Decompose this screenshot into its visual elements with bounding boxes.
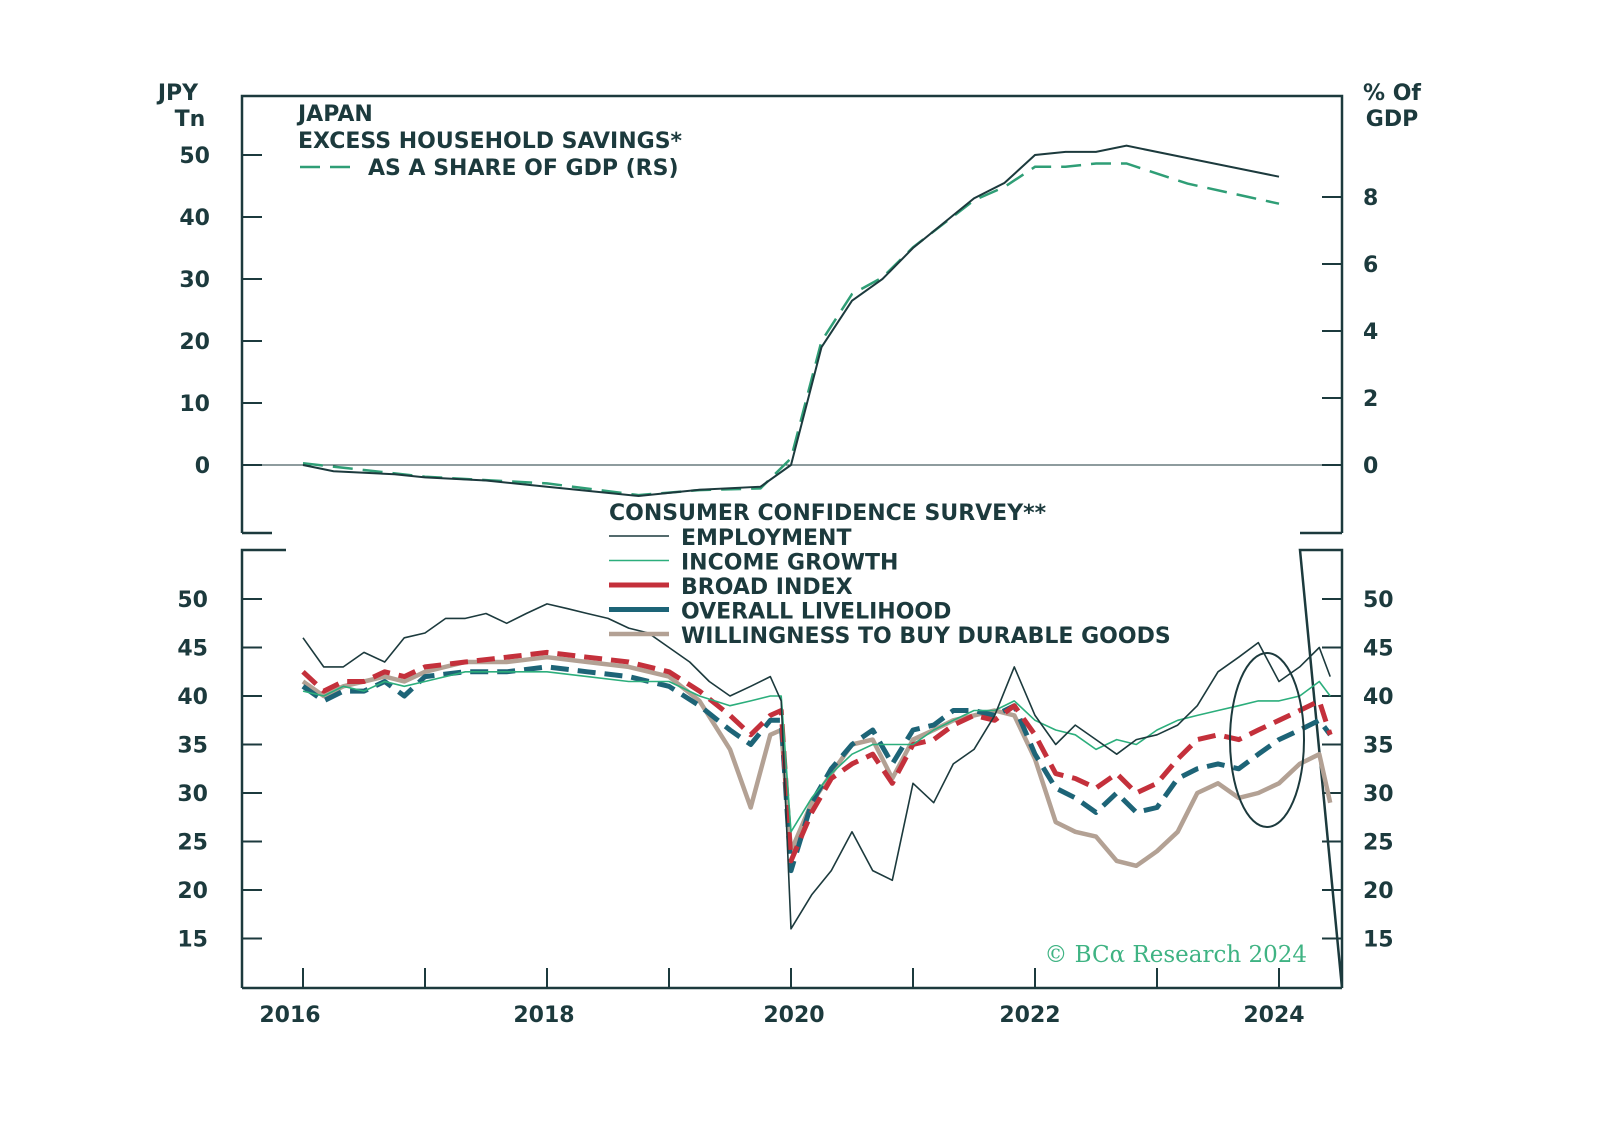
legend-label-durable-goods: WILLINGNESS TO BUY DURABLE GOODS <box>681 624 1171 649</box>
top-left-tick-20: 20 <box>179 330 210 355</box>
top-left-ticks: 50 40 30 20 10 0 <box>179 144 262 479</box>
top-right-tick-8: 8 <box>1363 186 1378 211</box>
bottom-right-tick-30: 30 <box>1363 782 1394 807</box>
x-tick-label-2016: 2016 <box>259 1003 320 1028</box>
top-left-tick-0: 0 <box>195 454 210 479</box>
top-title: JAPAN <box>296 102 373 127</box>
x-tick-label-2022: 2022 <box>999 1003 1060 1028</box>
bottom-left-tick-40: 40 <box>177 685 208 710</box>
bottom-left-tick-50: 50 <box>177 588 208 613</box>
series-income-growth <box>302 671 1331 833</box>
series-share-of-gdp <box>302 162 1280 497</box>
highlight-ellipse <box>1229 652 1305 828</box>
bottom-right-tick-40: 40 <box>1363 685 1394 710</box>
top-frame-path <box>240 94 1344 535</box>
credit-text: © BCα Research 2024 <box>1044 942 1307 968</box>
top-panel-frame <box>240 94 1344 535</box>
series-excess-household-savings <box>302 144 1280 498</box>
bottom-right-ticks: 50 45 40 35 30 25 20 15 <box>1322 588 1394 953</box>
bottom-left-tick-20: 20 <box>177 879 208 904</box>
bottom-left-tick-15: 15 <box>177 928 208 953</box>
legend-label-overall-livelihood: OVERALL LIVELIHOOD <box>681 600 951 625</box>
legend-label-broad-index: BROAD INDEX <box>681 575 853 600</box>
bottom-right-tick-25: 25 <box>1363 831 1394 856</box>
bottom-right-tick-15: 15 <box>1363 928 1394 953</box>
top-left-tick-30: 30 <box>179 268 210 293</box>
legend-excess-savings: EXCESS HOUSEHOLD SAVINGS* <box>298 129 683 154</box>
legend-label-employment: EMPLOYMENT <box>681 526 851 551</box>
bottom-right-tick-45: 45 <box>1363 637 1394 662</box>
top-right-tick-4: 4 <box>1363 320 1378 345</box>
top-left-unit-line1: JPY <box>156 81 199 106</box>
bottom-right-tick-50: 50 <box>1363 588 1394 613</box>
legend-label-income-growth: INCOME GROWTH <box>681 551 898 576</box>
bottom-right-tick-20: 20 <box>1363 879 1394 904</box>
bottom-left-tick-30: 30 <box>177 782 208 807</box>
bottom-left-tick-45: 45 <box>177 637 208 662</box>
top-right-tick-6: 6 <box>1363 253 1378 278</box>
bottom-left-ticks: 50 45 40 35 30 25 20 15 <box>177 588 262 953</box>
bottom-title: CONSUMER CONFIDENCE SURVEY** <box>609 501 1047 526</box>
x-tick-label-2018: 2018 <box>513 1003 574 1028</box>
top-right-tick-2: 2 <box>1363 387 1378 412</box>
bottom-series-group <box>301 603 1333 930</box>
top-left-tick-40: 40 <box>179 206 210 231</box>
bottom-left-tick-25: 25 <box>177 831 208 856</box>
x-tick-label-2020: 2020 <box>763 1003 824 1028</box>
top-left-unit-line2: Tn <box>175 107 206 132</box>
legend-share-of-gdp: AS A SHARE OF GDP (RS) <box>368 156 679 181</box>
x-axis-ticks: 2016 2018 2020 2022 2024 <box>259 968 1305 1028</box>
top-right-unit-line2: GDP <box>1366 107 1418 132</box>
bottom-left-tick-35: 35 <box>177 734 208 759</box>
top-series-group <box>302 144 1280 498</box>
bottom-right-tick-35: 35 <box>1363 734 1394 759</box>
series-employment <box>302 603 1331 930</box>
series-durable-goods <box>301 654 1333 869</box>
top-right-tick-0: 0 <box>1363 454 1378 479</box>
x-tick-label-2024: 2024 <box>1243 1003 1304 1028</box>
top-left-tick-10: 10 <box>179 392 210 417</box>
series-overall-livelihood <box>301 664 1333 874</box>
series-broad-index <box>301 649 1333 864</box>
top-right-ticks: 8 6 4 2 0 <box>1322 186 1378 479</box>
top-left-tick-50: 50 <box>179 144 210 169</box>
top-right-unit-line1: % Of <box>1363 81 1421 106</box>
